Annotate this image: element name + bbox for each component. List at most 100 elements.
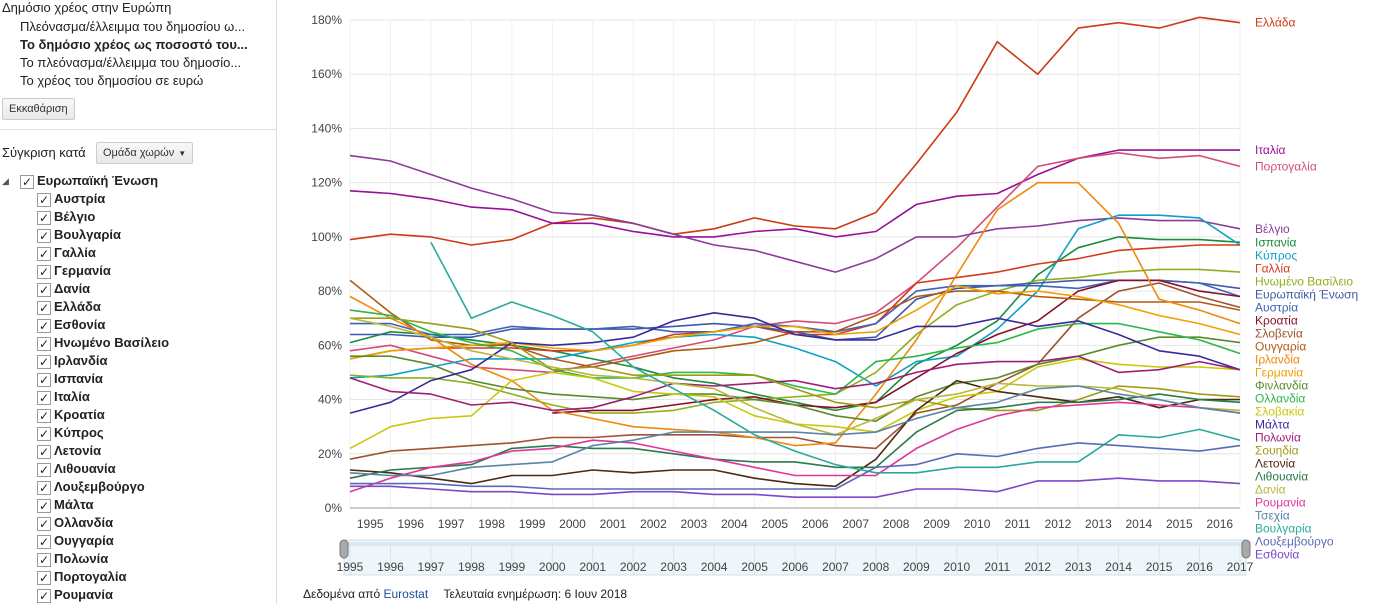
country-checkbox[interactable] bbox=[37, 353, 51, 371]
clear-button[interactable]: Εκκαθάριση bbox=[2, 98, 75, 120]
legend-label[interactable]: Λιθουανία bbox=[1255, 469, 1308, 483]
legend-label[interactable]: Ελλάδα bbox=[1255, 16, 1295, 30]
country-checkbox[interactable] bbox=[37, 281, 51, 299]
range-handle-left[interactable] bbox=[339, 539, 349, 559]
country-item[interactable]: Γαλλία bbox=[0, 244, 276, 263]
country-item[interactable]: Δανία bbox=[0, 280, 276, 299]
series-line[interactable] bbox=[552, 279, 1241, 414]
country-checkbox[interactable] bbox=[37, 335, 51, 353]
country-item[interactable]: Γερμανία bbox=[0, 262, 276, 281]
series-line[interactable] bbox=[350, 317, 1241, 412]
legend-label[interactable]: Δανία bbox=[1255, 482, 1286, 496]
country-item[interactable]: Κύπρος bbox=[0, 424, 276, 443]
series-line[interactable] bbox=[349, 385, 1241, 477]
legend-label[interactable]: Ηνωμένο Βασίλειο bbox=[1255, 274, 1353, 288]
country-checkbox[interactable] bbox=[37, 191, 51, 209]
dataset-title[interactable]: Δημόσιο χρέος στην Ευρώπη bbox=[2, 0, 172, 15]
country-item[interactable]: Λιθουανία bbox=[0, 460, 276, 479]
country-checkbox[interactable] bbox=[37, 299, 51, 317]
collapse-icon[interactable]: ◢ bbox=[2, 176, 9, 186]
series-line[interactable] bbox=[349, 16, 1241, 246]
country-item[interactable]: Βουλγαρία bbox=[0, 226, 276, 245]
legend-label[interactable]: Σλοβενία bbox=[1255, 326, 1303, 340]
country-item[interactable]: Αυστρία bbox=[0, 190, 276, 209]
country-item[interactable]: Ισπανία bbox=[0, 370, 276, 389]
legend-label[interactable]: Πορτογαλία bbox=[1255, 159, 1317, 173]
legend-label[interactable]: Ουγγαρία bbox=[1255, 339, 1306, 353]
legend-label[interactable]: Γερμανία bbox=[1255, 365, 1303, 379]
country-checkbox[interactable] bbox=[37, 263, 51, 281]
country-item[interactable]: Ολλανδία bbox=[0, 514, 276, 533]
dataset-item[interactable]: Το πλεόνασμα/έλλειμμα του δημοσίο... bbox=[20, 55, 242, 70]
series-line[interactable] bbox=[350, 442, 1241, 490]
series-line[interactable] bbox=[349, 317, 1241, 436]
group-select[interactable]: Ομάδα χωρών ▼ bbox=[96, 142, 194, 164]
series-line[interactable] bbox=[349, 268, 1241, 414]
legend-label[interactable]: Ολλανδία bbox=[1255, 391, 1305, 405]
legend-label[interactable]: Μάλτα bbox=[1255, 417, 1290, 431]
series-line[interactable] bbox=[349, 312, 1241, 414]
series-line[interactable] bbox=[349, 284, 1241, 360]
country-checkbox[interactable] bbox=[37, 407, 51, 425]
dataset-item[interactable]: Πλεόνασμα/έλλειμμα του δημοσίου ω... bbox=[20, 19, 246, 34]
country-item[interactable]: Λετονία bbox=[0, 442, 276, 461]
legend-label[interactable]: Ισπανία bbox=[1255, 235, 1296, 249]
country-item[interactable]: Ρουμανία bbox=[0, 586, 276, 604]
legend-label[interactable]: Τσεχία bbox=[1255, 508, 1290, 522]
dataset-item-selected[interactable]: Το δημόσιο χρέος ως ποσοστό του... bbox=[20, 37, 248, 52]
legend-label[interactable]: Σλοβακία bbox=[1255, 404, 1304, 418]
country-checkbox[interactable] bbox=[37, 209, 51, 227]
legend-label[interactable]: Γαλλία bbox=[1255, 261, 1290, 275]
legend-label[interactable]: Πολωνία bbox=[1255, 430, 1301, 444]
country-checkbox[interactable] bbox=[37, 497, 51, 515]
country-checkbox[interactable] bbox=[37, 389, 51, 407]
range-handle-right[interactable] bbox=[1241, 539, 1251, 559]
legend-label[interactable]: Σουηδία bbox=[1255, 443, 1299, 457]
dataset-item[interactable]: Το χρέος του δημοσίου σε ευρώ bbox=[20, 73, 204, 88]
legend-label[interactable]: Φινλανδία bbox=[1255, 378, 1308, 392]
series-line[interactable] bbox=[349, 379, 1240, 488]
legend-label[interactable]: Κροατία bbox=[1255, 313, 1298, 327]
legend-label[interactable]: Λετονία bbox=[1255, 456, 1295, 470]
series-line[interactable] bbox=[349, 279, 1241, 368]
country-item[interactable]: Λουξεμβούργο bbox=[0, 478, 276, 497]
series-line[interactable] bbox=[349, 401, 1241, 493]
country-item[interactable]: Ιταλία bbox=[0, 388, 276, 407]
legend-label[interactable]: Αυστρία bbox=[1255, 300, 1298, 314]
country-item[interactable]: Πορτογαλία bbox=[0, 568, 276, 587]
tree-root-checkbox[interactable] bbox=[20, 173, 34, 191]
country-item[interactable]: Βέλγιο bbox=[0, 208, 276, 227]
legend-label[interactable]: Ρουμανία bbox=[1255, 495, 1306, 509]
series-line[interactable] bbox=[349, 282, 1241, 460]
series-line[interactable] bbox=[349, 393, 1241, 479]
country-checkbox[interactable] bbox=[37, 461, 51, 479]
country-checkbox[interactable] bbox=[37, 227, 51, 245]
series-line[interactable] bbox=[349, 154, 1241, 273]
series-line[interactable] bbox=[350, 477, 1241, 498]
country-item[interactable]: Εσθονία bbox=[0, 316, 276, 335]
legend-label[interactable]: Εσθονία bbox=[1255, 547, 1299, 561]
legend-label[interactable]: Ιταλία bbox=[1255, 143, 1286, 157]
country-checkbox[interactable] bbox=[37, 371, 51, 389]
country-item[interactable]: Ουγγαρία bbox=[0, 532, 276, 551]
series-line[interactable] bbox=[349, 214, 1241, 387]
country-checkbox[interactable] bbox=[37, 533, 51, 551]
country-item[interactable]: Κροατία bbox=[0, 406, 276, 425]
country-checkbox[interactable] bbox=[37, 245, 51, 263]
series-line[interactable] bbox=[349, 149, 1240, 238]
country-checkbox[interactable] bbox=[37, 551, 51, 569]
legend-label[interactable]: Βουλγαρία bbox=[1255, 521, 1312, 535]
series-line[interactable] bbox=[430, 241, 1241, 474]
country-checkbox[interactable] bbox=[37, 515, 51, 533]
source-link[interactable]: Eurostat bbox=[383, 587, 429, 601]
series-line[interactable] bbox=[349, 355, 1241, 412]
country-item[interactable]: Πολωνία bbox=[0, 550, 276, 569]
country-item[interactable]: Μάλτα bbox=[0, 496, 276, 515]
country-item[interactable]: Ηνωμένο Βασίλειο bbox=[0, 334, 276, 353]
legend-label[interactable]: Λουξεμβούργο bbox=[1255, 534, 1334, 548]
legend-label[interactable]: Ιρλανδία bbox=[1255, 352, 1300, 366]
legend-label[interactable]: Βέλγιο bbox=[1255, 222, 1290, 236]
country-checkbox[interactable] bbox=[37, 425, 51, 443]
series-line[interactable] bbox=[350, 336, 1241, 422]
country-item[interactable]: Ιρλανδία bbox=[0, 352, 276, 371]
